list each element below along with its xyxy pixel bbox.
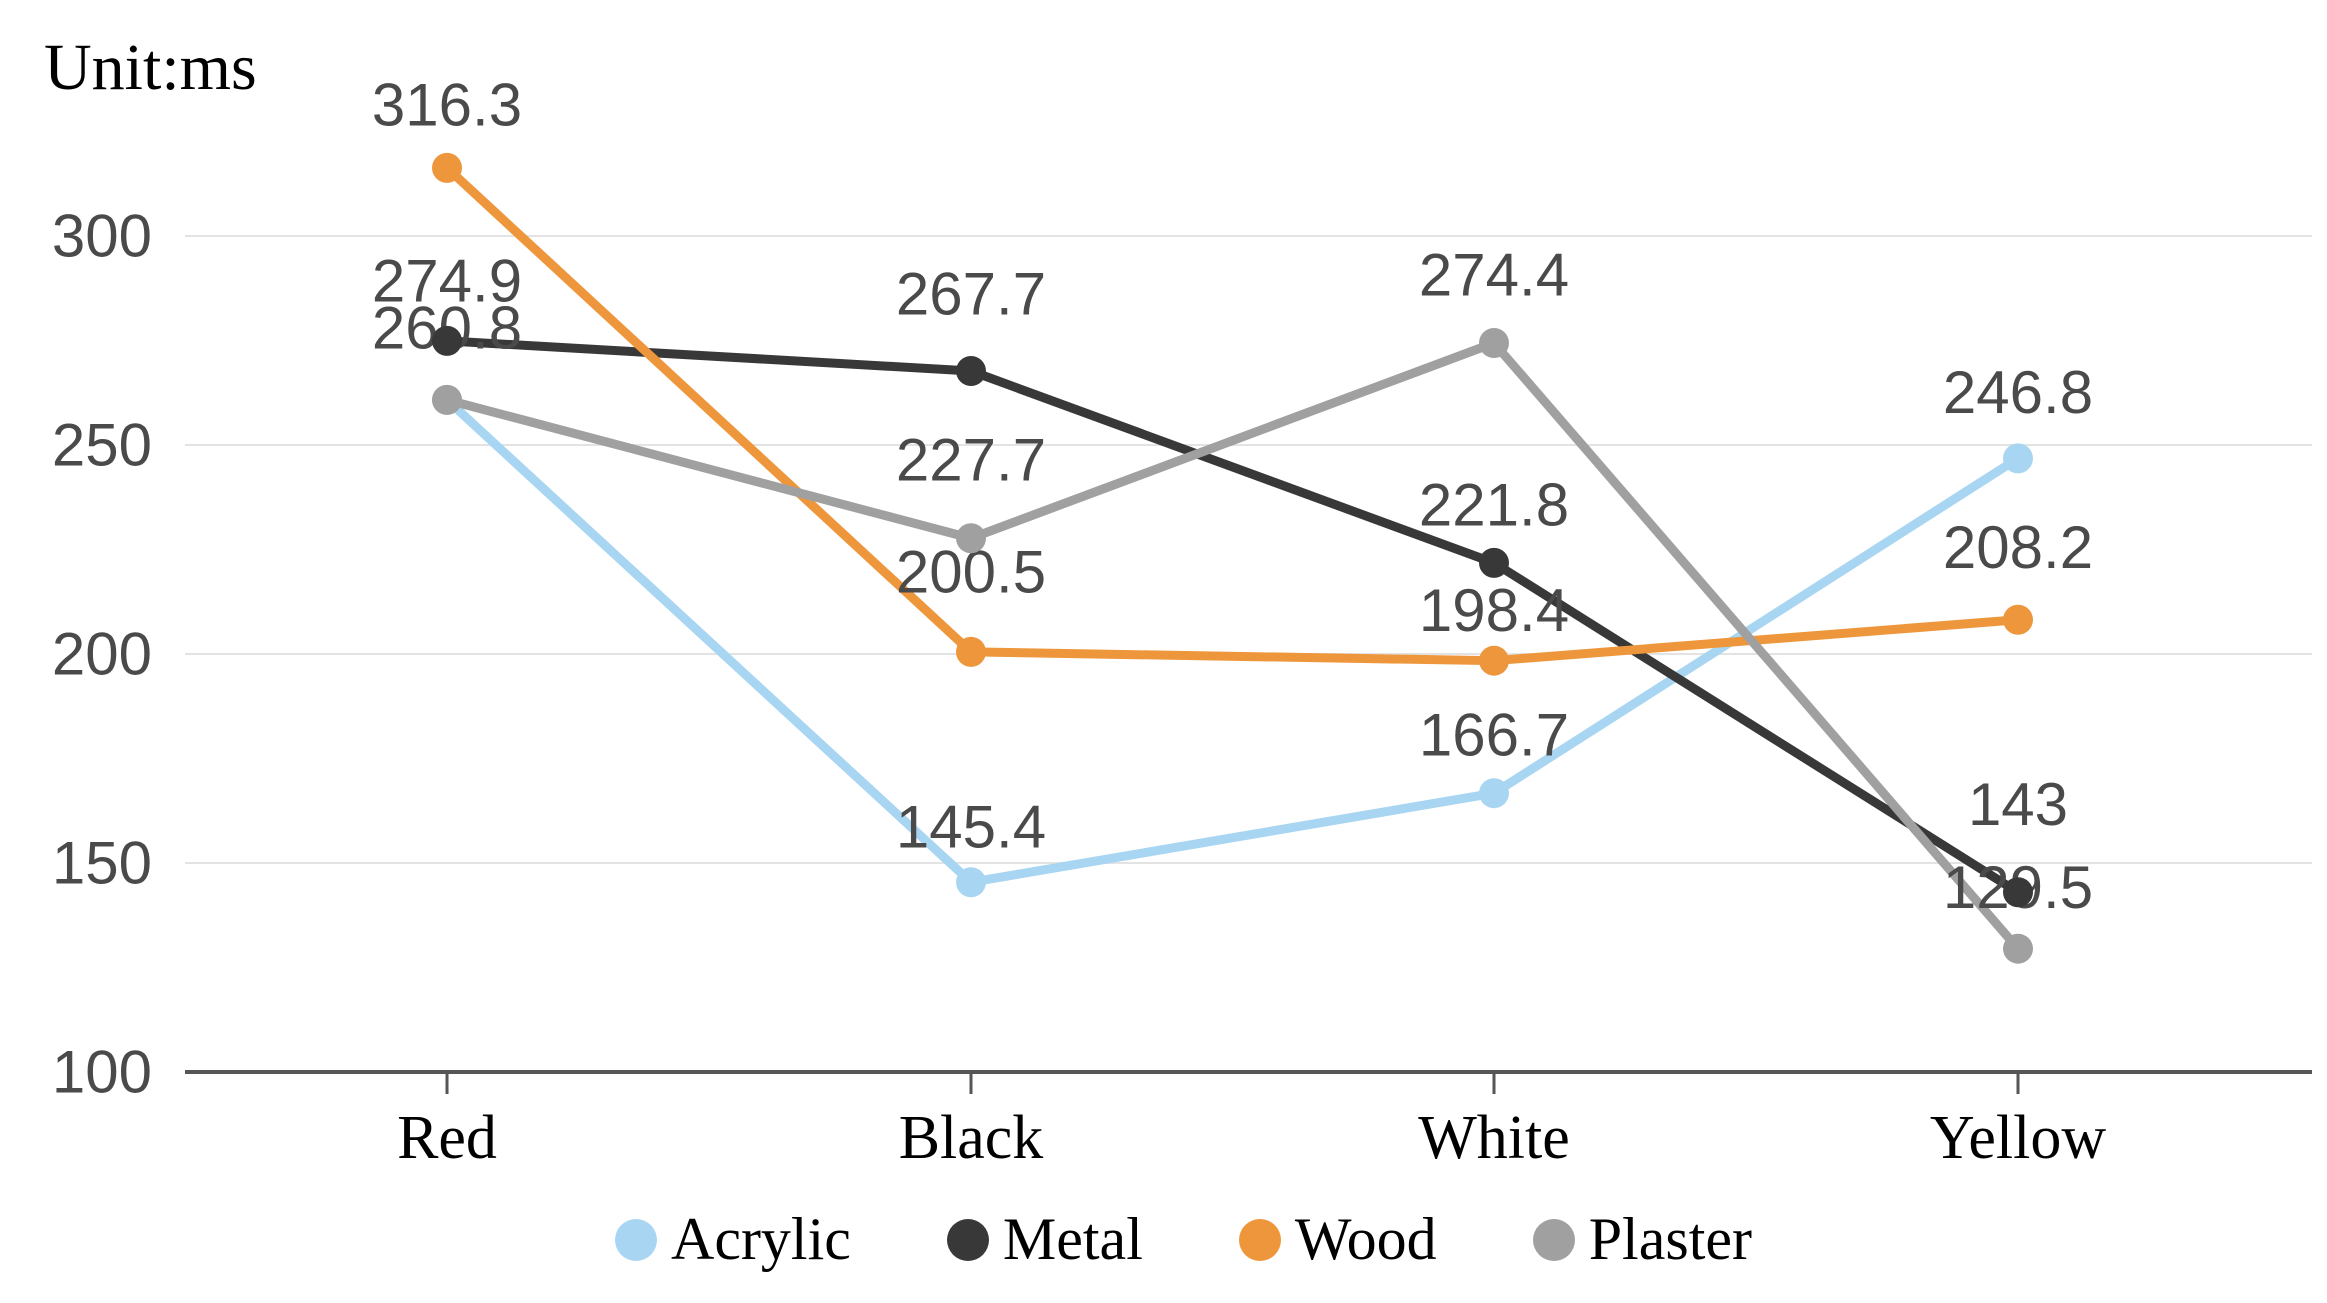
legend-item-acrylic: Acrylic [614, 1205, 851, 1274]
category-label: Red [397, 1104, 497, 1172]
data-point-metal [1479, 547, 1509, 578]
acrylic-series-marker-icon [614, 1218, 657, 1261]
data-label-acrylic: 246.8 [1943, 359, 2093, 426]
category-label: Yellow [1930, 1104, 2107, 1172]
legend-label-wood: Wood [1294, 1206, 1437, 1272]
legend-label-plaster: Plaster [1588, 1206, 1752, 1272]
category-label: Black [899, 1104, 1044, 1172]
y-axis-tick-labels: 100 150 200 250 300 [52, 203, 152, 1106]
data-points [432, 152, 2033, 964]
legend-item-plaster: Plaster [1532, 1205, 1752, 1274]
data-label-acrylic: 145.4 [896, 794, 1046, 861]
metal-series-marker-icon [946, 1218, 989, 1261]
data-point-acrylic [1479, 778, 1509, 809]
y-tick-label: 150 [52, 830, 152, 897]
data-label-metal: 267.7 [896, 261, 1046, 328]
category-label: White [1418, 1104, 1570, 1172]
data-label-wood: 208.2 [1943, 514, 2093, 581]
data-point-metal [2003, 877, 2033, 908]
y-tick-label: 100 [52, 1039, 152, 1106]
data-label-metal: 274.9 [372, 247, 522, 314]
data-label-acrylic: 166.7 [1419, 702, 1569, 769]
wood-series-marker-icon [1238, 1218, 1281, 1261]
data-point-acrylic [956, 867, 986, 898]
y-tick-label: 200 [52, 621, 152, 688]
data-point-metal [432, 325, 462, 356]
data-point-metal [956, 356, 986, 387]
data-label-plaster: 274.4 [1419, 242, 1569, 309]
legend-item-wood: Wood [1238, 1205, 1437, 1274]
data-point-wood [432, 152, 462, 183]
legend-label-metal: Metal [1002, 1206, 1143, 1272]
legend-label-acrylic: Acrylic [670, 1206, 851, 1272]
data-label-wood: 198.4 [1419, 577, 1569, 644]
series-line-metal [442, 336, 2023, 897]
data-point-plaster [432, 384, 462, 415]
legend-item-metal: Metal [946, 1205, 1143, 1274]
series-lines [442, 163, 2023, 954]
data-label-wood: 316.3 [372, 71, 522, 138]
data-label-metal: 221.8 [1419, 471, 1569, 538]
series-line-acrylic [442, 395, 2023, 887]
data-label-metal: 143 [1968, 771, 2068, 838]
data-point-plaster [956, 523, 986, 554]
chart-legend: Acrylic Metal Wood Plaster [0, 1205, 2327, 1274]
data-point-wood [2003, 604, 2033, 635]
data-labels: 145.4 166.7 246.8 274.9 267.7 221.8 143 316.3 20… [372, 71, 2093, 921]
x-axis: Red Black White Yellow [185, 1070, 2312, 1172]
data-point-wood [1479, 645, 1509, 676]
series-line-wood [442, 163, 2023, 666]
unit-label: Unit:ms [44, 31, 257, 104]
data-point-acrylic [2003, 443, 2033, 474]
data-label-plaster: 227.7 [896, 427, 1046, 494]
y-tick-label: 300 [52, 203, 152, 270]
data-point-plaster [2003, 933, 2033, 964]
y-tick-label: 250 [52, 412, 152, 479]
data-point-wood [956, 636, 986, 667]
series-line-plaster [442, 338, 2023, 954]
plaster-series-marker-icon [1532, 1218, 1575, 1261]
data-point-plaster [1479, 328, 1509, 359]
